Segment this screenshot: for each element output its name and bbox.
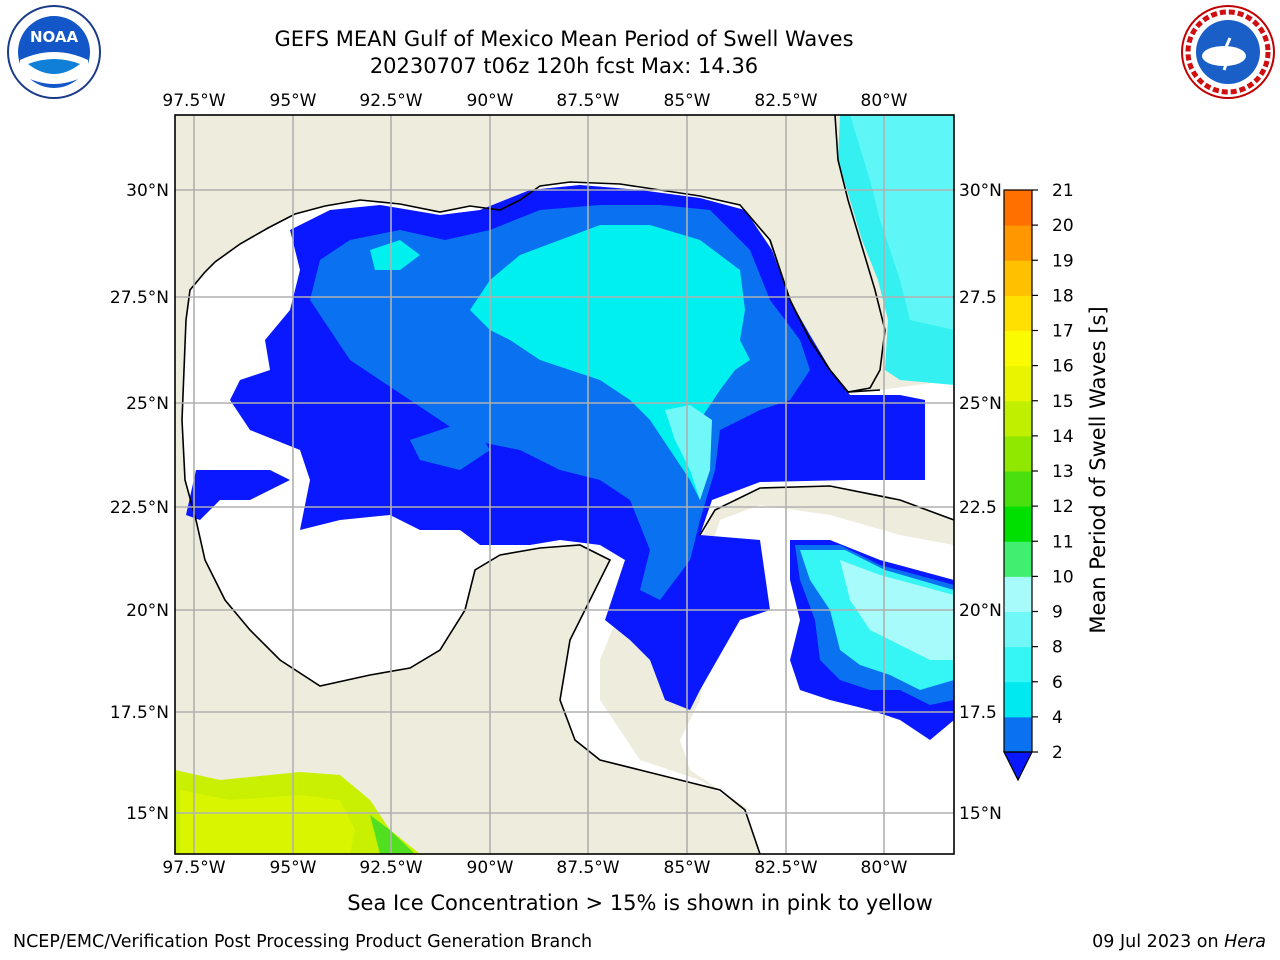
colorbar-band: [1004, 716, 1032, 753]
colorbar-band: [1004, 330, 1032, 367]
sea-ice-note: Sea Ice Concentration > 15% is shown in …: [347, 891, 933, 915]
lon-label-top: 82.5°W: [754, 91, 817, 111]
colorbar-band: [1004, 541, 1032, 577]
colorbar-tick-label: 2: [1052, 743, 1063, 763]
map-area: [175, 115, 954, 854]
colorbar-under-arrow: [1003, 751, 1033, 782]
colorbar-tick-label: 12: [1052, 497, 1074, 517]
colorbar-ticks: 2 4 6 8 9 10 11 12 13 14 15 16 17 18 19 20 21: [1032, 181, 1074, 763]
lat-label-left: 25°N: [126, 394, 169, 414]
svg-text:NOAA: NOAA: [30, 28, 79, 46]
colorbar-tick-label: 20: [1052, 216, 1074, 236]
lon-label-top: 92.5°W: [359, 91, 422, 111]
lat-labels-right: 30°N 27.5 25°N 22.5 20°N 17.5 15°N: [959, 181, 1002, 824]
lat-label-left: 22.5°N: [110, 498, 169, 518]
lat-label-right: 15°N: [959, 804, 1002, 824]
lat-label-left: 20°N: [126, 601, 169, 621]
colorbar-band: [1004, 400, 1032, 437]
colorbar-band: [1004, 471, 1032, 507]
colorbar-tick-label: 8: [1052, 638, 1063, 658]
lon-label-bottom: 80°W: [861, 858, 908, 878]
lon-label-top: 90°W: [467, 91, 514, 111]
colorbar-tick-label: 21: [1052, 181, 1074, 201]
lon-label-bottom: 85°W: [664, 858, 711, 878]
colorbar-band: [1004, 576, 1032, 612]
lon-label-bottom: 87.5°W: [556, 858, 619, 878]
colorbar-tick-label: 13: [1052, 462, 1074, 482]
lon-label-top: 95°W: [270, 91, 317, 111]
colorbar-tick-label: 11: [1052, 532, 1074, 552]
lat-label-right: 27.5: [959, 288, 997, 308]
lon-label-top: 87.5°W: [556, 91, 619, 111]
lat-label-right: 22.5: [959, 498, 997, 518]
footer-date-text: 09 Jul 2023 on: [1092, 932, 1225, 952]
atlantic-ocean-light: [850, 115, 954, 330]
lat-label-left: 27.5°N: [110, 288, 169, 308]
noaa-logo: NOAA: [6, 4, 102, 100]
lon-label-bottom: 90°W: [467, 858, 514, 878]
colorbar-band: [1004, 260, 1032, 296]
footer-date: 09 Jul 2023 on Hera: [1092, 932, 1266, 952]
lon-labels-bottom: 97.5°W 95°W 92.5°W 90°W 87.5°W 85°W 82.5…: [162, 858, 907, 878]
lon-label-bottom: 95°W: [270, 858, 317, 878]
swell-band-4b: [410, 420, 490, 470]
lon-label-top: 85°W: [664, 91, 711, 111]
colorbar-band: [1004, 646, 1032, 683]
colorbar-tick-label: 9: [1052, 603, 1063, 623]
pacific-green-light: [180, 790, 355, 854]
colorbar-label: Mean Period of Swell Waves [s]: [1086, 306, 1110, 634]
lon-label-bottom: 97.5°W: [162, 858, 225, 878]
colorbar-tick-label: 16: [1052, 357, 1074, 377]
colorbar-band: [1004, 365, 1032, 402]
lat-label-right: 20°N: [959, 601, 1002, 621]
swell-band-6b: [370, 240, 420, 270]
colorbar-tick-label: 6: [1052, 673, 1063, 693]
lat-label-left: 30°N: [126, 181, 169, 201]
colorbar-tick-label: 15: [1052, 392, 1074, 412]
lon-label-bottom: 82.5°W: [754, 858, 817, 878]
colorbar-tick-label: 18: [1052, 286, 1074, 306]
footer-host: Hera: [1224, 932, 1266, 952]
map-frame: [174, 114, 955, 855]
colorbar-tick-label: 17: [1052, 322, 1074, 342]
lon-label-top: 80°W: [861, 91, 908, 111]
colorbar-tick-label: 4: [1052, 708, 1063, 728]
lat-label-right: 30°N: [959, 181, 1002, 201]
lat-label-left: 15°N: [126, 804, 169, 824]
lon-labels-top: 97.5°W 95°W 92.5°W 90°W 87.5°W 85°W 82.5…: [162, 91, 907, 111]
footer-branch: NCEP/EMC/Verification Post Processing Pr…: [13, 932, 593, 952]
cuba-coastline: [699, 485, 954, 536]
lon-label-bottom: 92.5°W: [359, 858, 422, 878]
colorbar-band: [1004, 295, 1032, 331]
lon-label-top: 97.5°W: [162, 91, 225, 111]
lat-label-right: 25°N: [959, 394, 1002, 414]
colorbar-band: [1004, 681, 1032, 718]
florida-coastline: [769, 115, 886, 393]
swell-band-8: [665, 405, 712, 500]
colorbar: [1003, 189, 1033, 782]
colorbar-band: [1004, 225, 1032, 261]
nws-logo: [1180, 4, 1276, 100]
colorbar-band: [1004, 435, 1032, 472]
gridlines: [175, 115, 954, 854]
lat-label-right: 17.5: [959, 703, 997, 723]
lat-label-left: 17.5°N: [110, 703, 169, 723]
colorbar-band: [1004, 190, 1032, 226]
map-title: GEFS MEAN Gulf of Mexico Mean Period of …: [274, 27, 854, 51]
colorbar-band: [1004, 506, 1032, 542]
colorbar-band: [1004, 611, 1032, 648]
colorbar-tick-label: 10: [1052, 567, 1074, 587]
pacific-green-dark: [370, 815, 415, 854]
map-subtitle: 20230707 t06z 120h fcst Max: 14.36: [369, 54, 759, 78]
lat-labels-left: 30°N 27.5°N 25°N 22.5°N 20°N 17.5°N 15°N: [110, 181, 169, 824]
colorbar-tick-label: 19: [1052, 251, 1074, 271]
colorbar-tick-label: 14: [1052, 427, 1074, 447]
